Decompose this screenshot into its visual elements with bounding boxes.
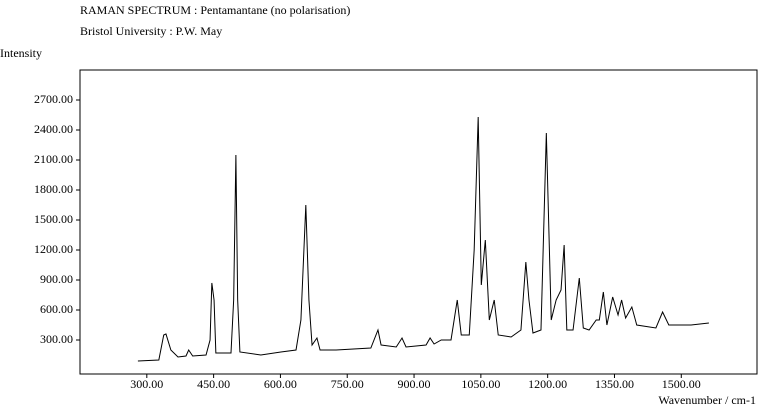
x-tick-label: 900.00 [398, 377, 431, 391]
spectrum-line [137, 116, 709, 362]
x-tick-label: 1050.00 [461, 377, 500, 391]
y-tick-label: 900.00 [40, 272, 73, 286]
plot-frame [79, 69, 758, 375]
x-tick-label: 750.00 [331, 377, 364, 391]
x-tick-label: 300.00 [130, 377, 163, 391]
x-tick-label: 600.00 [264, 377, 297, 391]
y-tick-label: 2400.00 [34, 122, 73, 136]
y-tick-label: 2100.00 [34, 152, 73, 166]
y-tick-label: 600.00 [40, 302, 73, 316]
y-tick-label: 1500.00 [34, 212, 73, 226]
y-tick-label: 300.00 [40, 332, 73, 346]
x-tick-label: 1350.00 [595, 377, 634, 391]
y-tick-label: 1800.00 [34, 182, 73, 196]
chart-subtitle: Bristol University : P.W. May [80, 24, 222, 38]
chart-title: RAMAN SPECTRUM : Pentamantane (no polari… [80, 3, 350, 17]
x-tick-label: 1500.00 [662, 377, 701, 391]
x-axis-label: Wavenumber / cm-1 [658, 393, 756, 407]
y-axis-label: Intensity [0, 46, 42, 60]
y-tick-label: 1200.00 [34, 242, 73, 256]
x-tick-label: 450.00 [197, 377, 230, 391]
x-tick-label: 1200.00 [528, 377, 567, 391]
y-tick-label: 2700.00 [34, 92, 73, 106]
